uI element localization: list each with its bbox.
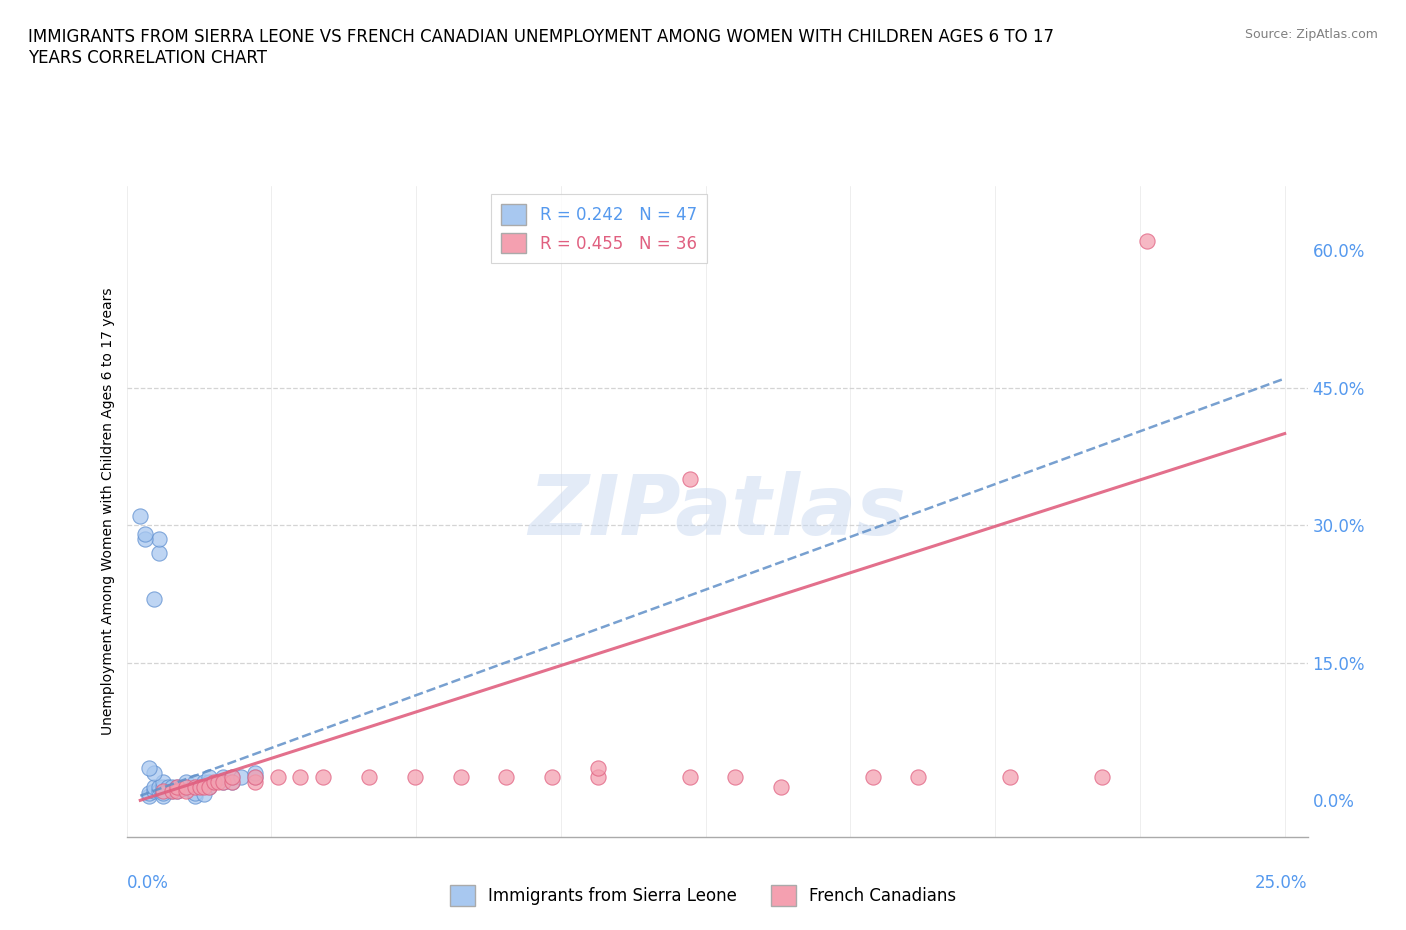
Point bbox=[243, 770, 266, 785]
Point bbox=[138, 789, 160, 804]
Point bbox=[450, 770, 472, 785]
Point bbox=[129, 509, 152, 524]
Point bbox=[143, 765, 166, 780]
Text: 25.0%: 25.0% bbox=[1256, 874, 1308, 892]
Point bbox=[143, 779, 166, 794]
Point bbox=[1090, 770, 1112, 785]
Point bbox=[174, 779, 197, 794]
Point bbox=[156, 779, 179, 794]
Point bbox=[207, 775, 229, 790]
Point bbox=[174, 775, 197, 790]
Point bbox=[221, 770, 243, 785]
Point bbox=[148, 784, 170, 799]
Point bbox=[148, 779, 170, 794]
Point bbox=[166, 779, 188, 794]
Point bbox=[174, 784, 197, 799]
Point bbox=[162, 784, 184, 799]
Point bbox=[152, 779, 174, 794]
Point bbox=[586, 770, 609, 785]
Point bbox=[211, 775, 233, 790]
Point bbox=[202, 775, 225, 790]
Point bbox=[243, 770, 266, 785]
Point bbox=[170, 779, 193, 794]
Point bbox=[198, 779, 221, 794]
Point bbox=[166, 779, 188, 794]
Point bbox=[174, 779, 197, 794]
Point bbox=[188, 779, 211, 794]
Point bbox=[724, 770, 747, 785]
Text: IMMIGRANTS FROM SIERRA LEONE VS FRENCH CANADIAN UNEMPLOYMENT AMONG WOMEN WITH CH: IMMIGRANTS FROM SIERRA LEONE VS FRENCH C… bbox=[28, 28, 1054, 67]
Point bbox=[152, 789, 174, 804]
Text: ZIPatlas: ZIPatlas bbox=[529, 471, 905, 552]
Point bbox=[184, 786, 207, 801]
Point bbox=[134, 532, 156, 547]
Point bbox=[678, 472, 700, 486]
Point bbox=[184, 779, 207, 794]
Point bbox=[770, 780, 793, 795]
Point bbox=[198, 779, 221, 794]
Point bbox=[404, 770, 426, 785]
Point bbox=[184, 779, 207, 794]
Point bbox=[184, 789, 207, 804]
Point bbox=[138, 786, 160, 801]
Point bbox=[211, 770, 233, 785]
Point bbox=[243, 765, 266, 780]
Point bbox=[541, 770, 564, 785]
Point bbox=[184, 775, 207, 790]
Point bbox=[174, 782, 197, 797]
Point bbox=[290, 770, 312, 785]
Point bbox=[243, 775, 266, 790]
Point bbox=[170, 782, 193, 797]
Point bbox=[221, 775, 243, 790]
Legend: R = 0.242   N = 47, R = 0.455   N = 36: R = 0.242 N = 47, R = 0.455 N = 36 bbox=[491, 194, 707, 263]
Text: Source: ZipAtlas.com: Source: ZipAtlas.com bbox=[1244, 28, 1378, 41]
Point bbox=[152, 775, 174, 790]
Point bbox=[148, 545, 170, 560]
Point bbox=[138, 761, 160, 776]
Point bbox=[152, 784, 174, 799]
Y-axis label: Unemployment Among Women with Children Ages 6 to 17 years: Unemployment Among Women with Children A… bbox=[101, 287, 115, 736]
Point bbox=[678, 770, 700, 785]
Point bbox=[193, 787, 215, 802]
Point bbox=[193, 775, 215, 790]
Point bbox=[1136, 233, 1159, 248]
Point bbox=[198, 770, 221, 785]
Point bbox=[156, 784, 179, 799]
Point bbox=[266, 770, 288, 785]
Point bbox=[166, 784, 188, 799]
Point bbox=[359, 770, 381, 785]
Point bbox=[193, 779, 215, 794]
Point bbox=[162, 779, 184, 794]
Point bbox=[188, 779, 211, 794]
Point bbox=[148, 532, 170, 547]
Point bbox=[211, 775, 233, 790]
Point bbox=[143, 591, 166, 606]
Point bbox=[586, 761, 609, 776]
Point bbox=[134, 527, 156, 542]
Point bbox=[166, 784, 188, 799]
Point bbox=[221, 775, 243, 790]
Point bbox=[143, 784, 166, 799]
Point bbox=[907, 770, 929, 785]
Point bbox=[229, 770, 252, 785]
Legend: Immigrants from Sierra Leone, French Canadians: Immigrants from Sierra Leone, French Can… bbox=[443, 879, 963, 912]
Point bbox=[221, 770, 243, 785]
Point bbox=[495, 770, 517, 785]
Point bbox=[152, 784, 174, 799]
Text: 0.0%: 0.0% bbox=[127, 874, 169, 892]
Point bbox=[152, 786, 174, 801]
Point bbox=[998, 770, 1021, 785]
Point bbox=[862, 770, 884, 785]
Point bbox=[198, 775, 221, 790]
Point bbox=[162, 784, 184, 799]
Point bbox=[312, 770, 335, 785]
